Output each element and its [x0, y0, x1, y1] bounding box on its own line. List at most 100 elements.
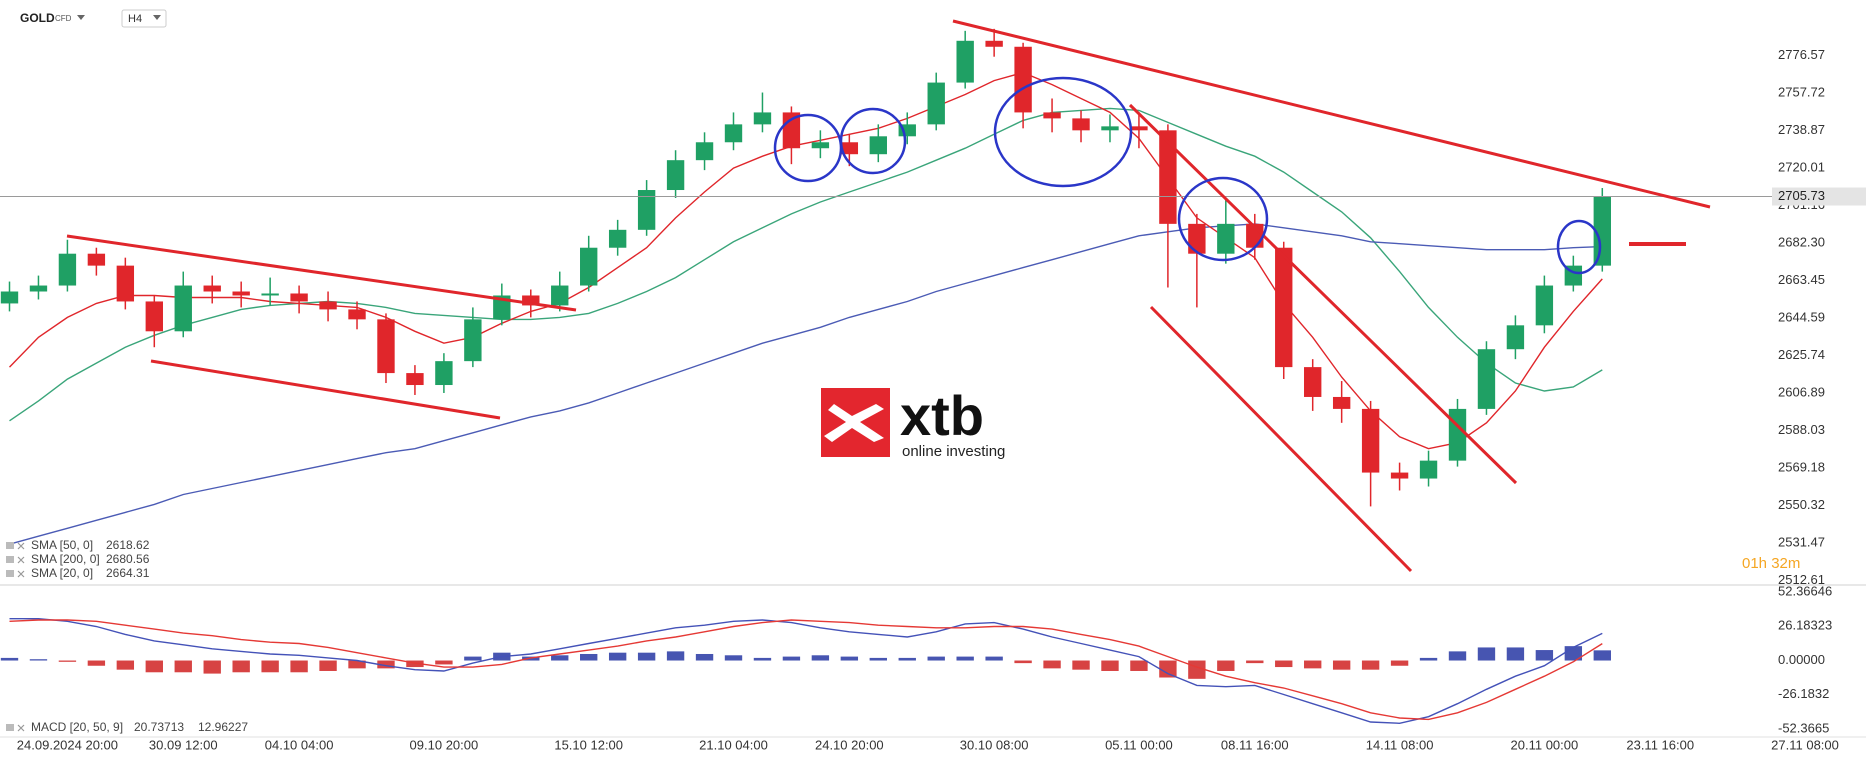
histogram-bar [1361, 660, 1380, 670]
histogram-bar [985, 656, 1003, 661]
candle-body [377, 319, 395, 374]
histogram-bar [1448, 651, 1467, 661]
trend-line [66, 234, 577, 312]
candle-body [1390, 472, 1409, 479]
x-tick-label: 30.10 08:00 [960, 737, 1029, 752]
candle-body [58, 253, 77, 286]
dropdown-arrow[interactable] [77, 15, 85, 20]
histogram-bar [1275, 660, 1293, 668]
histogram-bar [174, 660, 192, 673]
x-tick-label: 27.11 08:00 [1771, 737, 1839, 752]
histogram-bar [1246, 660, 1264, 664]
candle-body [348, 309, 366, 320]
candle-body [724, 124, 743, 143]
histogram-bar [580, 653, 598, 661]
candle-body [1159, 130, 1177, 224]
candle-body [1506, 325, 1525, 350]
x-tick-label: 08.11 16:00 [1221, 737, 1289, 752]
histogram-bar [927, 656, 945, 661]
header: GOLD CFD H4 01h 32m [20, 9, 1800, 572]
histogram-bar [1506, 647, 1525, 661]
candle-body [666, 160, 685, 191]
histogram-bar [1014, 660, 1032, 664]
candle-body [493, 295, 511, 320]
legend-value: 20.73713 [134, 720, 184, 734]
candle-body [319, 301, 337, 310]
candle-body [1275, 247, 1293, 368]
candle-body [637, 190, 656, 230]
x-tick-label: 15.10 12:00 [554, 737, 623, 752]
histogram-bar [1593, 650, 1611, 661]
histogram-bar [840, 656, 859, 661]
legend-icon [6, 724, 14, 731]
y-tick-label: 2757.72 [1778, 85, 1825, 100]
histogram-bar [0, 657, 19, 661]
countdown: 01h 32m [1742, 555, 1800, 572]
candle-body [1130, 126, 1148, 131]
candle-body [753, 112, 772, 125]
histogram-bar [464, 656, 482, 661]
histogram-bar [58, 660, 77, 662]
instrument-type[interactable]: CFD [55, 14, 72, 23]
trend-line [952, 19, 1711, 209]
candle-body [1072, 118, 1090, 131]
legend-remove [17, 556, 25, 564]
timeframe[interactable]: H4 [128, 13, 142, 25]
legend-value: 2664.31 [106, 566, 150, 580]
trend-line [1128, 103, 1518, 485]
histogram-bar [551, 655, 569, 661]
x-tick-label: 21.10 04:00 [699, 737, 768, 752]
candle-body [1419, 460, 1438, 479]
legend-name: SMA [50, 0] [31, 538, 93, 552]
symbol[interactable]: GOLD [20, 11, 55, 25]
histogram-bar [348, 660, 366, 669]
x-tick-label: 09.10 20:00 [410, 737, 479, 752]
logo-brand: xtb [900, 384, 984, 447]
histogram-bar [782, 656, 801, 661]
histogram-bar [1130, 660, 1148, 671]
x-tick-label: 30.09 12:00 [149, 737, 218, 752]
plot [0, 28, 1866, 725]
histogram-bar [1535, 650, 1554, 661]
macd-line [9, 618, 1603, 725]
histogram-bar [666, 651, 685, 661]
dropdown-arrow[interactable] [153, 15, 161, 20]
histogram-bar [724, 655, 743, 661]
highlight-ellipse [839, 107, 907, 175]
trend-line [150, 359, 501, 420]
y-tick-label: 52.36646 [1778, 583, 1832, 598]
histogram-bar [145, 660, 163, 673]
candle-body [203, 285, 221, 292]
histogram-bar [261, 660, 279, 673]
histogram-bar [29, 659, 48, 661]
macd-line [9, 619, 1603, 721]
y-tick-label: 2663.45 [1778, 272, 1825, 287]
logo-tagline: online investing [902, 443, 1005, 460]
candle-body [811, 142, 830, 149]
timeframe-selector[interactable]: H4 [121, 9, 167, 28]
y-tick-label: 2625.74 [1778, 347, 1825, 362]
symbol-selector[interactable]: GOLD CFD [20, 11, 85, 25]
candle-body [608, 229, 627, 248]
histogram-bar [232, 660, 250, 673]
histogram-bar [637, 652, 656, 661]
legend-icon [6, 556, 14, 563]
candle-body [522, 295, 540, 306]
trend-line [1149, 305, 1413, 573]
axes: 2512.61 2531.47 2550.32 2569.18 2588.03 2606.… [6, 47, 1866, 752]
timeframe-box[interactable] [121, 9, 167, 28]
candle-body [406, 373, 424, 386]
histogram-bar [1043, 660, 1061, 669]
highlight-ellipse [1556, 219, 1602, 275]
histogram-bar [1304, 660, 1322, 669]
y-tick-label: -52.3665 [1778, 720, 1829, 735]
y-tick-label: 2644.59 [1778, 310, 1825, 325]
histogram-bar [1159, 660, 1177, 678]
candle-body [464, 319, 482, 362]
y-tick-label: 2569.18 [1778, 460, 1825, 475]
histogram-bar [1217, 660, 1235, 671]
histogram-bar [116, 660, 135, 670]
y-tick-label: 2550.32 [1778, 497, 1825, 512]
